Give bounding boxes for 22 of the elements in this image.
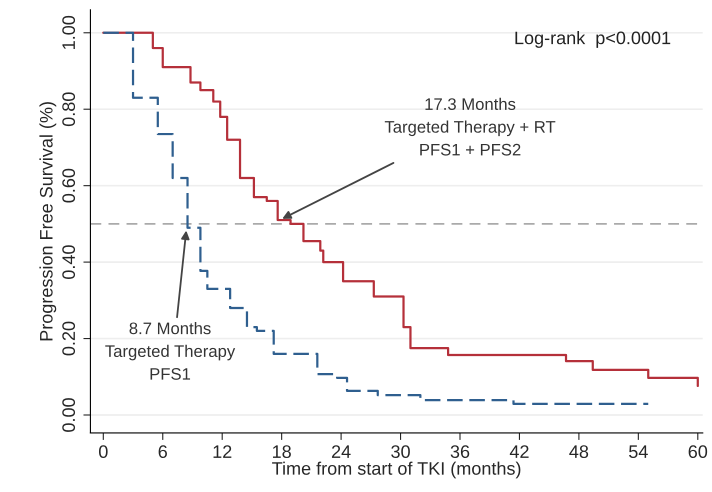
x-axis-title: Time from start of TKI (months) (272, 462, 520, 478)
x-tick-label: 6 (158, 445, 167, 458)
annotation: 8.7 Months Targeted Therapy PFS1 (105, 322, 236, 380)
y-tick-label: 0.00 (62, 398, 76, 432)
x-tick-label: 30 (391, 445, 410, 458)
x-tick-label: 0 (98, 445, 108, 458)
x-tick-label: 48 (569, 445, 588, 458)
x-tick-label: 36 (450, 445, 470, 458)
y-tick-label: 0.40 (62, 245, 76, 279)
y-axis-title: Progression Free Survival (%) (39, 102, 56, 340)
x-tick-label: 18 (272, 445, 291, 458)
y-tick-label: 0.20 (62, 322, 76, 356)
y-tick-label: 1.00 (62, 16, 76, 49)
y-tick-label: 0.60 (62, 168, 76, 203)
x-tick-label: 60 (688, 445, 708, 458)
x-tick-label: 12 (214, 445, 232, 458)
x-tick-label: 42 (510, 445, 529, 458)
x-tick-label: 24 (332, 445, 351, 458)
x-tick-label: 54 (629, 445, 648, 458)
y-tick-label: 0.80 (62, 92, 76, 126)
annotation: 17.3 Months Targeted Therapy + RT PFS1 + PFS2 (384, 98, 556, 156)
annotation: Log-rank p<0.0001 (515, 31, 670, 48)
